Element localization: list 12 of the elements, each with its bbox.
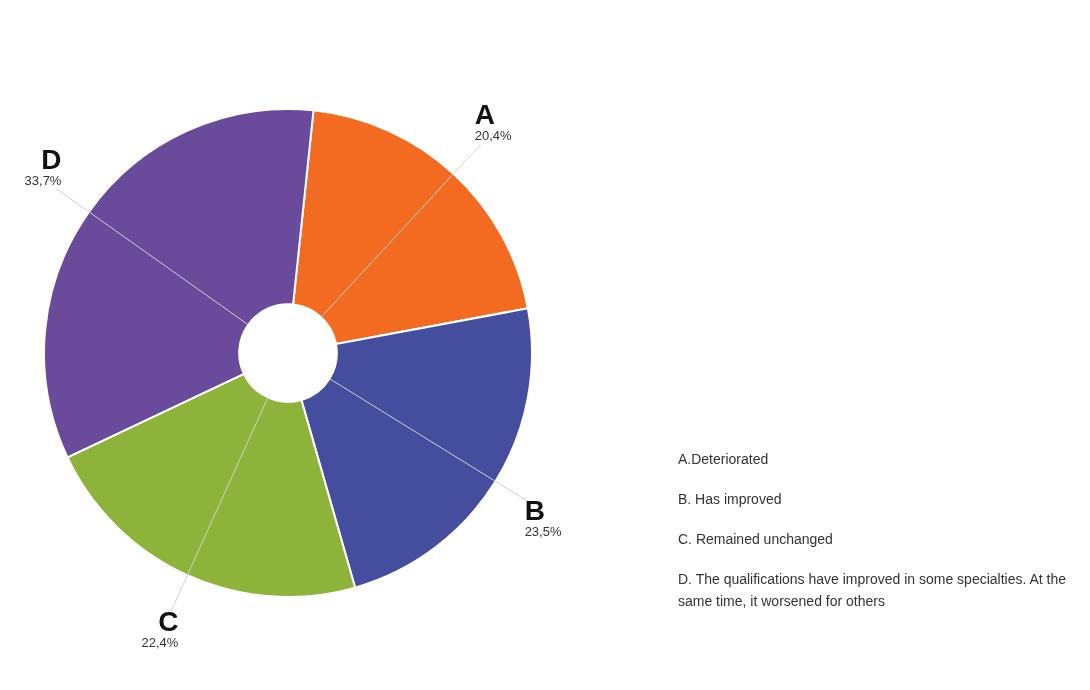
data-label: 33,7% [24,173,62,189]
slice-label: C [158,606,179,638]
data-label: 22,4% [141,635,179,651]
text: C. Remained unchanged [678,530,834,549]
text: B. Has improved [678,490,783,509]
text: A.Deteriorated [678,450,770,469]
data-label: 23,5% [524,523,562,539]
data-label: 20,4% [474,127,513,143]
text: D. The qualifications have improved in some specialties. At the same time, it worsened for others [678,570,1068,611]
slice-label: D [41,144,62,176]
slice-label: A [474,98,495,130]
slice-label: B [524,494,545,526]
